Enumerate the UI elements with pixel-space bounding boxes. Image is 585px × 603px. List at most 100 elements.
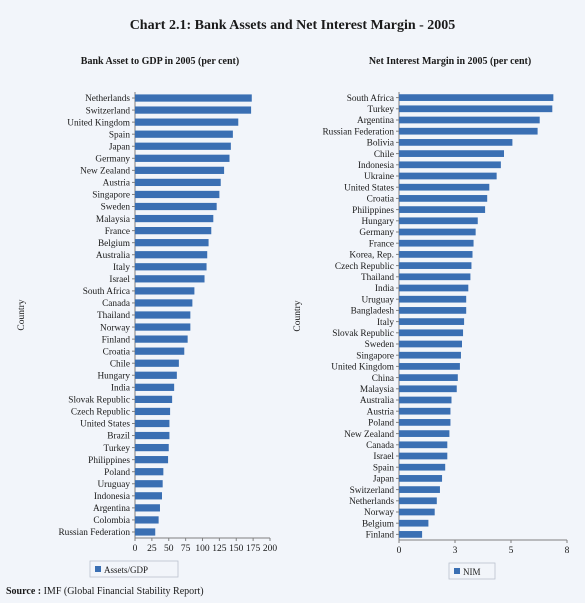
right-bar [399, 385, 457, 393]
right-category-label: Ukraine [364, 172, 394, 182]
right-category-label: Sweden [365, 340, 395, 350]
right-category-label: Korea, Rep. [349, 251, 394, 261]
right-bar [399, 127, 538, 135]
left-bar [135, 311, 191, 319]
right-category-label: Philippines [352, 206, 394, 216]
left-category-label: Switzerland [86, 106, 131, 116]
left-bar [135, 443, 169, 452]
left-bar [135, 456, 169, 464]
left-category-label: Sweden [101, 203, 131, 213]
right-category-label: Austria [367, 407, 394, 417]
left-legend-box [89, 560, 179, 578]
left-bar [135, 142, 231, 150]
left-bar [135, 118, 239, 126]
left-category-label: Israel [109, 275, 130, 285]
left-x-tick-label: 125 [212, 544, 227, 554]
right-bar [399, 307, 467, 314]
left-category-label: United States [80, 420, 130, 430]
left-bar [135, 323, 191, 331]
right-legend-label: NIM [463, 567, 481, 577]
right-category-label: Czech Republic [335, 262, 394, 272]
left-category-label: New Zealand [80, 167, 130, 177]
left-bar [135, 528, 156, 536]
left-category-label: Slovak Republic [68, 396, 130, 406]
left-category-label: Philippines [88, 456, 130, 466]
left-bar [135, 299, 193, 307]
left-category-label: India [111, 384, 130, 394]
left-x-tick-label: 200 [263, 544, 278, 554]
left-category-label: Spain [109, 130, 131, 140]
right-bar [399, 486, 440, 493]
right-legend-swatch [454, 568, 460, 574]
left-bar [135, 395, 173, 403]
left-bar [135, 275, 205, 283]
left-category-label: Japan [109, 142, 131, 152]
right-bar [399, 396, 452, 404]
left-bar [135, 335, 188, 343]
right-bar [399, 475, 443, 482]
left-category-label: Argentina [93, 504, 130, 514]
right-bar [399, 105, 553, 113]
left-bar [135, 383, 175, 391]
right-bar [399, 94, 554, 101]
right-bar [399, 452, 448, 460]
left-x-tick-label: 150 [229, 544, 244, 554]
right-bar [399, 363, 460, 370]
right-category-label: United Kingdom [331, 363, 395, 373]
left-category-label: Croatia [103, 347, 130, 357]
right-bar [399, 351, 461, 359]
left-category-label: Norway [100, 323, 130, 333]
left-x-tick-label: 50 [164, 544, 174, 554]
left-bar [135, 166, 225, 174]
right-panel-title: Net Interest Margin in 2005 (per cent) [368, 56, 532, 67]
left-category-label: Singapore [92, 191, 130, 201]
right-bar [399, 206, 486, 213]
right-category-label: Argentina [357, 116, 394, 126]
left-category-label: Poland [104, 468, 130, 478]
left-category-label: South Africa [83, 286, 130, 297]
left-bar [135, 287, 195, 295]
left-category-label: Turkey [103, 444, 130, 454]
left-bar [135, 419, 170, 428]
right-bar [399, 419, 451, 426]
right-category-label: United States [344, 183, 394, 193]
right-category-label: Italy [377, 318, 394, 328]
right-category-label: Belgium [362, 519, 395, 529]
right-bar [399, 463, 446, 471]
right-category-label: Spain [373, 463, 395, 473]
right-category-label: Bolivia [367, 139, 394, 149]
right-bar [399, 318, 465, 325]
right-y-axis-title: Country [293, 300, 303, 331]
right-category-label: Canada [366, 441, 394, 451]
right-bar [399, 217, 478, 225]
left-category-label: France [105, 227, 130, 237]
right-category-label: Malaysia [360, 385, 394, 395]
right-bar [399, 531, 423, 538]
left-category-label: Hungary [97, 371, 130, 381]
chart-title: Chart 2.1: Bank Assets and Net Interest … [129, 18, 456, 33]
right-bar [399, 374, 458, 381]
right-legend-box [448, 562, 496, 580]
left-bar [135, 214, 214, 223]
right-category-label: Norway [364, 508, 394, 518]
left-category-label: Germany [95, 154, 130, 164]
right-bar [399, 430, 450, 437]
left-x-tick-label: 25 [147, 544, 157, 554]
right-bar [399, 340, 462, 348]
source-text: IMF (Global Financial Stability Report) [43, 586, 204, 597]
right-bar [399, 262, 472, 269]
right-bar [399, 228, 476, 236]
right-bar [399, 519, 429, 527]
left-bar [135, 431, 170, 440]
left-bar [135, 516, 159, 524]
right-category-label: Israel [373, 452, 394, 462]
right-category-label: Singapore [356, 351, 394, 361]
right-category-label: Hungary [361, 217, 394, 227]
right-bar [399, 239, 474, 247]
left-bar [135, 251, 208, 259]
right-category-label: South Africa [347, 93, 394, 104]
left-category-label: Finland [102, 335, 131, 345]
source-note: Source : IMF (Global Financial Stability… [6, 586, 204, 597]
left-x-tick-label: 100 [195, 544, 210, 554]
left-category-label: Russian Federation [58, 528, 130, 538]
